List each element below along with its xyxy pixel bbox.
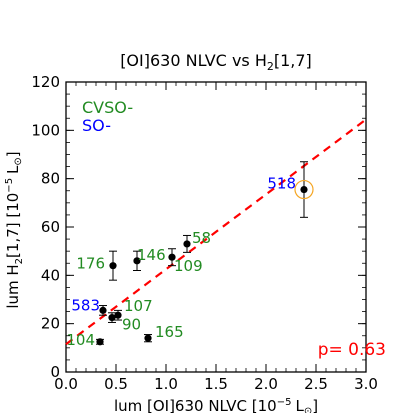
y-tick-label: 40 (41, 266, 60, 284)
data-marker (133, 257, 141, 265)
point-label: 58 (192, 229, 211, 247)
y-axis-label: lum H2[1,7] [10−5L⊙] (4, 151, 25, 308)
plot-frame (65, 81, 367, 373)
data-marker (114, 311, 122, 319)
x-tick-label: 0.5 (104, 375, 128, 393)
y-tick-label: 60 (41, 218, 60, 236)
data-point-176: 176 (76, 250, 117, 281)
legend-entry-so: SO- (82, 116, 111, 135)
data-point-107: 107 (114, 297, 153, 321)
point-label: 104 (66, 331, 95, 349)
data-marker (96, 338, 104, 346)
y-tick-label: 20 (41, 315, 60, 333)
data-marker (109, 262, 117, 270)
data-point-109: 109 (168, 248, 203, 275)
data-marker (300, 185, 308, 194)
point-label: 165 (155, 323, 184, 341)
x-tick-label: 3.0 (354, 375, 378, 393)
data-point-90: 90 (108, 312, 141, 334)
chart-title: [OI]630 NLVC vs H2[1,7] (120, 51, 312, 73)
highlight-circle (294, 179, 314, 200)
x-tick-label: 2.0 (254, 375, 278, 393)
data-point-518: 518 (267, 161, 314, 218)
p-value-annotation: p= 0.63 (318, 340, 386, 360)
data-marker (99, 306, 107, 314)
x-tick-label: 2.5 (304, 375, 328, 393)
y-tick-label: 0 (50, 363, 60, 381)
data-point-58: 58 (183, 229, 211, 253)
point-label: 109 (174, 257, 203, 275)
y-tick-label: 100 (31, 121, 60, 139)
point-label: 583 (71, 296, 100, 314)
data-point-146: 146 (133, 246, 166, 271)
plot-border (65, 81, 367, 373)
axis-ticks-layer: 0.0 0.5 1.0 1.5 2.0 2.5 3.0 0 20 40 60 80 100 120 (31, 73, 378, 393)
point-label: 146 (137, 246, 166, 264)
fit-line-layer (65, 118, 367, 346)
data-marker (108, 314, 116, 322)
point-label: 176 (76, 255, 105, 273)
data-marker (168, 253, 176, 261)
data-point-104: 104 (66, 331, 104, 349)
x-tick-label: 0.0 (54, 375, 78, 393)
data-point-583: 583 (71, 296, 107, 316)
x-tick-label: 1.5 (204, 375, 228, 393)
data-marker (183, 240, 191, 248)
y-tick-label: 120 (31, 73, 60, 91)
point-label: 90 (122, 316, 141, 334)
point-label: 518 (267, 175, 296, 193)
data-point-165: 165 (144, 323, 184, 343)
point-label: 107 (124, 297, 153, 315)
x-axis-label: lum [OI]630 NLVC [10−5 L⊙] (114, 397, 318, 413)
legend-entry-cvso: CVSO- (82, 98, 133, 117)
y-tick-label: 80 (41, 170, 60, 188)
data-marker (144, 334, 152, 342)
fit-line (65, 118, 367, 346)
x-tick-label: 1.0 (154, 375, 178, 393)
